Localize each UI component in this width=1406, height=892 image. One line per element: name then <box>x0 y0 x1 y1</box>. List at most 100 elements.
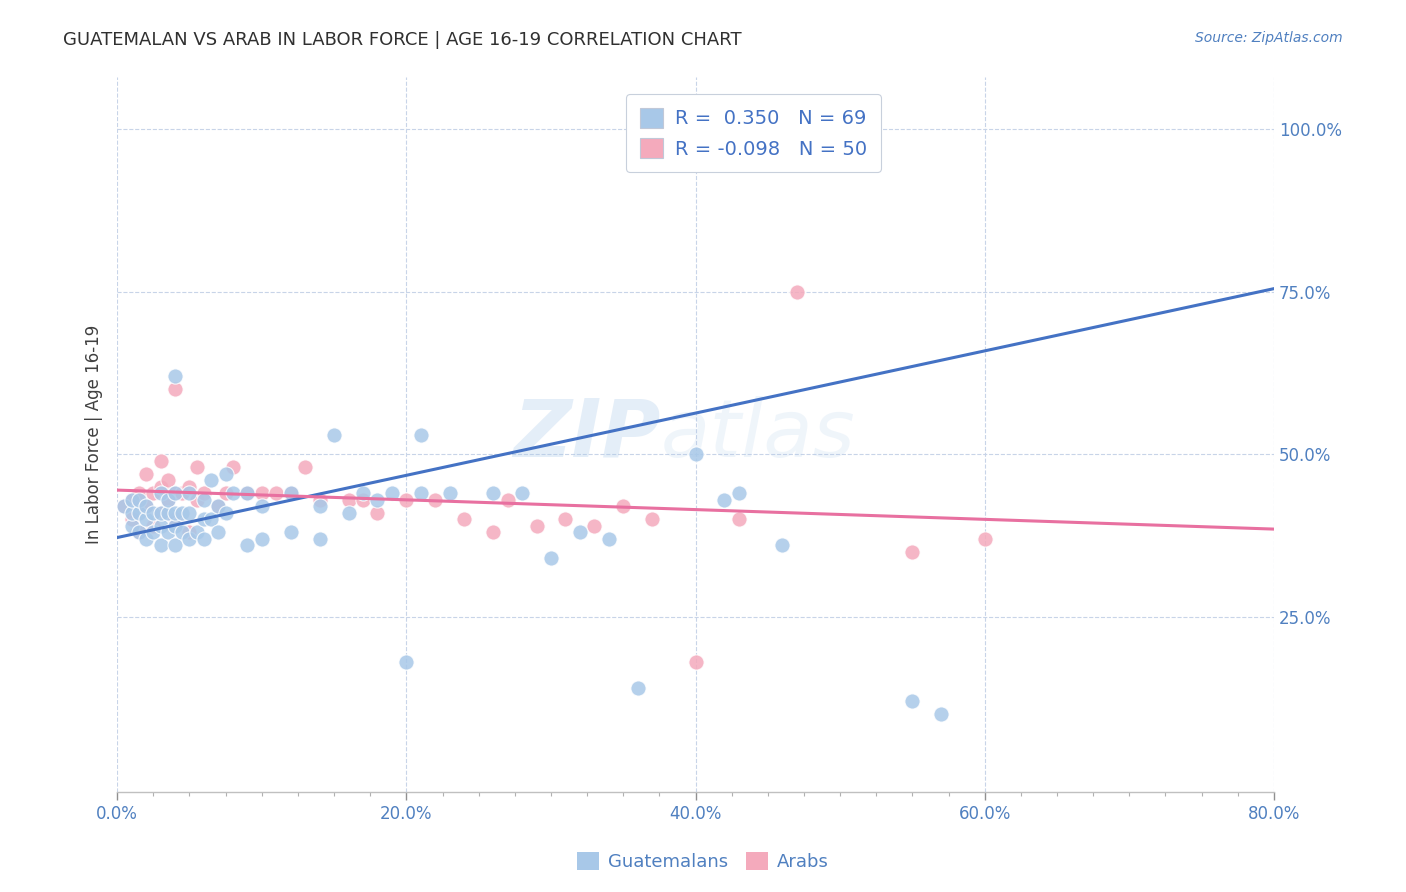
Point <box>482 525 505 540</box>
Point <box>163 486 186 500</box>
Point <box>135 500 157 514</box>
Point <box>395 492 418 507</box>
Point <box>214 467 236 481</box>
Point <box>554 512 576 526</box>
Text: Source: ZipAtlas.com: Source: ZipAtlas.com <box>1195 31 1343 45</box>
Point <box>770 538 793 552</box>
Point <box>163 383 186 397</box>
Point <box>121 492 143 507</box>
Point <box>236 486 259 500</box>
Point <box>149 486 172 500</box>
Point <box>121 519 143 533</box>
Point <box>583 519 606 533</box>
Point <box>222 460 245 475</box>
Point <box>409 428 432 442</box>
Point <box>149 454 172 468</box>
Point <box>395 656 418 670</box>
Point <box>352 486 374 500</box>
Point <box>121 492 143 507</box>
Point <box>142 525 165 540</box>
Text: ZIP: ZIP <box>513 396 661 474</box>
Point <box>142 486 165 500</box>
Point <box>728 512 751 526</box>
Point <box>163 506 186 520</box>
Point <box>172 525 194 540</box>
Point <box>728 486 751 500</box>
Point <box>409 486 432 500</box>
Point <box>685 447 707 461</box>
Point <box>163 519 186 533</box>
Point <box>193 486 215 500</box>
Point <box>156 474 179 488</box>
Point <box>366 492 388 507</box>
Point <box>294 460 316 475</box>
Point <box>200 512 222 526</box>
Point <box>179 525 201 540</box>
Point <box>453 512 475 526</box>
Point <box>496 492 519 507</box>
Point <box>121 512 143 526</box>
Point <box>128 492 150 507</box>
Point <box>973 532 995 546</box>
Point <box>425 492 447 507</box>
Point <box>135 500 157 514</box>
Point <box>931 707 953 722</box>
Point <box>627 681 650 696</box>
Text: GUATEMALAN VS ARAB IN LABOR FORCE | AGE 16-19 CORRELATION CHART: GUATEMALAN VS ARAB IN LABOR FORCE | AGE … <box>63 31 742 49</box>
Point <box>128 525 150 540</box>
Point <box>156 525 179 540</box>
Text: atlas: atlas <box>661 396 856 474</box>
Point <box>193 532 215 546</box>
Point <box>308 532 330 546</box>
Point <box>352 492 374 507</box>
Point <box>236 486 259 500</box>
Point <box>510 486 533 500</box>
Point <box>128 525 150 540</box>
Point <box>250 486 273 500</box>
Point <box>112 500 135 514</box>
Point <box>323 428 346 442</box>
Point <box>172 506 194 520</box>
Point <box>186 525 208 540</box>
Point <box>337 492 360 507</box>
Point <box>135 467 157 481</box>
Point <box>128 506 150 520</box>
Point <box>236 538 259 552</box>
Point <box>526 519 548 533</box>
Point <box>207 500 229 514</box>
Point <box>641 512 664 526</box>
Point <box>207 525 229 540</box>
Point <box>308 500 330 514</box>
Point <box>540 551 562 566</box>
Point <box>163 538 186 552</box>
Point <box>135 512 157 526</box>
Point <box>901 545 924 559</box>
Point <box>112 500 135 514</box>
Point <box>482 486 505 500</box>
Point <box>149 519 172 533</box>
Point <box>186 492 208 507</box>
Point <box>598 532 620 546</box>
Point <box>337 506 360 520</box>
Point <box>193 492 215 507</box>
Point <box>366 506 388 520</box>
Point <box>280 486 302 500</box>
Point <box>149 480 172 494</box>
Point <box>439 486 461 500</box>
Point <box>214 486 236 500</box>
Point <box>901 694 924 708</box>
Point <box>163 369 186 384</box>
Point <box>149 506 172 520</box>
Point <box>250 500 273 514</box>
Point <box>713 492 735 507</box>
Point <box>163 512 186 526</box>
Point <box>179 480 201 494</box>
Point <box>207 500 229 514</box>
Point <box>280 525 302 540</box>
Point <box>142 519 165 533</box>
Legend: R =  0.350   N = 69, R = -0.098   N = 50: R = 0.350 N = 69, R = -0.098 N = 50 <box>626 95 880 172</box>
Point <box>149 538 172 552</box>
Point <box>121 506 143 520</box>
Point <box>135 532 157 546</box>
Point <box>172 486 194 500</box>
